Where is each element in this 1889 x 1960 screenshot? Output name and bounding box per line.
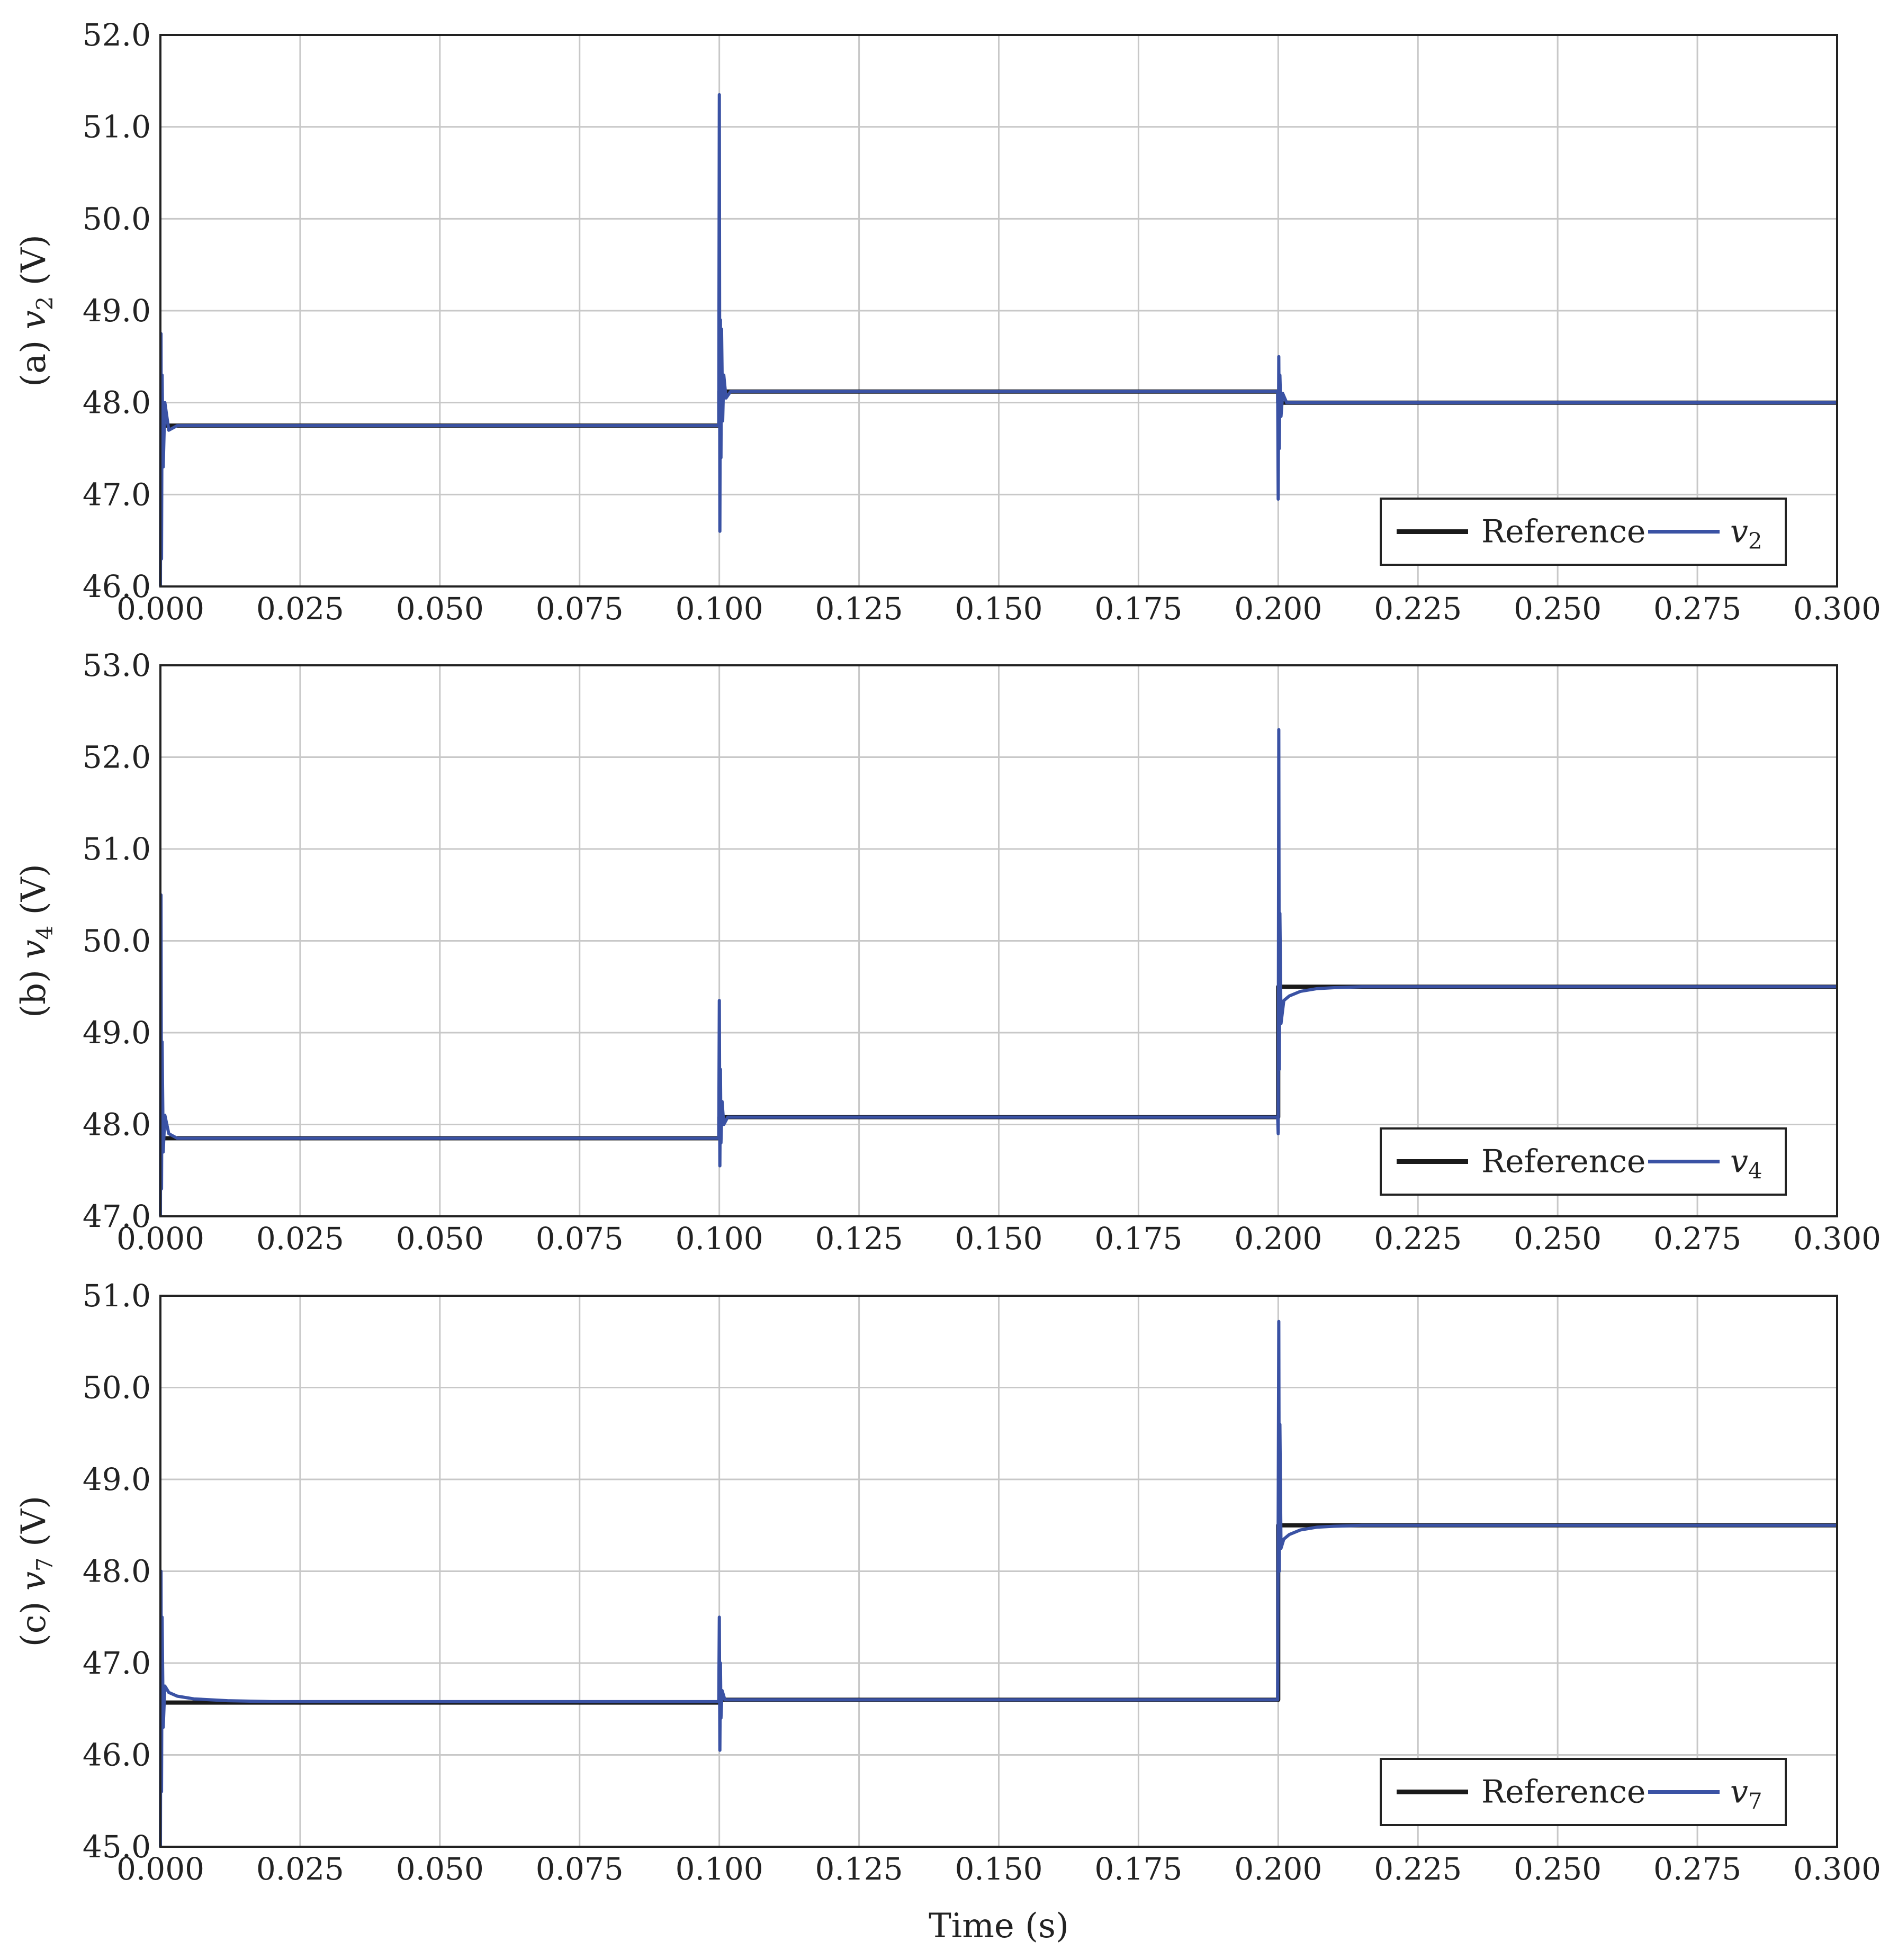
legend-label-reference: Reference (1481, 513, 1645, 550)
series-v4-line (159, 728, 1837, 1217)
y-tick-labels: 45.0 46.0 47.0 48.0 49.0 50.0 51.0 (83, 1278, 151, 1865)
legend-label-reference: Reference (1481, 1143, 1645, 1180)
x-tick-label: 0.150 (955, 591, 1042, 627)
x-tick-label: 0.000 (116, 1851, 204, 1887)
x-tick-label: 0.175 (1094, 1851, 1182, 1887)
legend: Reference v2 (1380, 498, 1787, 566)
x-tick-label: 0.175 (1094, 1221, 1182, 1257)
x-tick-label: 0.100 (676, 1851, 763, 1887)
x-tick-labels: 0.000 0.025 0.050 0.075 0.100 0.125 0.150 0.175… (116, 1221, 1881, 1257)
x-tick-label: 0.000 (116, 1221, 204, 1257)
y-tick-label: 49.0 (83, 293, 151, 329)
x-tick-label: 0.225 (1374, 1221, 1462, 1257)
x-axis-label: Time (s) (929, 1907, 1069, 1946)
panel-b: 0.000 0.025 0.050 0.075 0.100 0.125 0.150 0.175… (14, 647, 1881, 1257)
y-tick-label: 50.0 (83, 923, 151, 959)
x-tick-label: 0.075 (536, 1221, 624, 1257)
legend-label-v2: v2 (1730, 513, 1762, 554)
y-tick-label: 49.0 (83, 1461, 151, 1497)
x-tick-label: 0.275 (1653, 591, 1741, 627)
y-axis-label: (b) v4 (V) (14, 864, 58, 1018)
x-tick-label: 0.125 (815, 591, 903, 627)
y-tick-label: 52.0 (83, 739, 151, 775)
x-tick-label: 0.200 (1234, 1851, 1322, 1887)
x-tick-label: 0.300 (1793, 591, 1881, 627)
x-tick-labels: 0.000 0.025 0.050 0.075 0.100 0.125 0.150 0.175… (116, 1851, 1881, 1887)
y-tick-label: 47.0 (83, 1645, 151, 1681)
y-tick-label: 51.0 (83, 109, 151, 145)
legend-label-v4: v4 (1730, 1143, 1762, 1184)
legend-label-reference: Reference (1481, 1774, 1645, 1811)
legend: Reference v7 (1380, 1758, 1787, 1826)
x-tick-label: 0.025 (256, 591, 344, 627)
x-tick-label: 0.250 (1514, 1851, 1602, 1887)
x-tick-label: 0.225 (1374, 1851, 1462, 1887)
y-tick-label: 50.0 (83, 201, 151, 237)
y-axis-label: (c) v7 (V) (14, 1496, 58, 1647)
panel-a: 0.000 0.025 0.050 0.075 0.100 0.125 0.150 0.175… (14, 17, 1881, 627)
x-tick-label: 0.275 (1653, 1221, 1741, 1257)
x-tick-label: 0.050 (396, 1221, 484, 1257)
x-tick-label: 0.025 (256, 1851, 344, 1887)
series-v2-line (159, 93, 1837, 587)
x-tick-label: 0.250 (1514, 591, 1602, 627)
panel-c: 0.000 0.025 0.050 0.075 0.100 0.125 0.150 0.175… (14, 1278, 1881, 1887)
x-tick-label: 0.100 (676, 591, 763, 627)
x-tick-label: 0.050 (396, 591, 484, 627)
y-tick-label: 46.0 (83, 1737, 151, 1773)
y-tick-label: 49.0 (83, 1015, 151, 1051)
x-tick-label: 0.000 (116, 591, 204, 627)
y-tick-label: 51.0 (83, 1278, 151, 1314)
y-tick-labels: 47.0 48.0 49.0 50.0 51.0 52.0 53.0 (83, 647, 151, 1234)
y-tick-label: 53.0 (83, 647, 151, 683)
x-tick-label: 0.050 (396, 1851, 484, 1887)
series-layer (159, 93, 1837, 587)
series-layer (159, 728, 1837, 1217)
y-tick-label: 47.0 (83, 1198, 151, 1234)
x-tick-label: 0.125 (815, 1851, 903, 1887)
series-v7-line (159, 1320, 1837, 1847)
y-tick-label: 45.0 (83, 1829, 151, 1865)
plot-frame (159, 1295, 1838, 1848)
y-tick-label: 52.0 (83, 17, 151, 53)
y-tick-label: 51.0 (83, 831, 151, 867)
x-tick-label: 0.150 (955, 1851, 1042, 1887)
x-tick-label: 0.025 (256, 1221, 344, 1257)
x-tick-label: 0.300 (1793, 1851, 1881, 1887)
y-tick-label: 48.0 (83, 1553, 151, 1589)
x-tick-label: 0.225 (1374, 591, 1462, 627)
y-tick-label: 46.0 (83, 568, 151, 604)
y-axis-label: (a) v2 (V) (14, 234, 58, 387)
plot-frame (159, 664, 1838, 1217)
x-tick-label: 0.150 (955, 1221, 1042, 1257)
x-tick-label: 0.175 (1094, 591, 1182, 627)
x-tick-labels: 0.000 0.025 0.050 0.075 0.100 0.125 0.150 0.175… (116, 591, 1881, 627)
y-tick-label: 48.0 (83, 1107, 151, 1143)
x-tick-label: 0.075 (536, 1851, 624, 1887)
y-tick-label: 48.0 (83, 385, 151, 421)
x-tick-label: 0.250 (1514, 1221, 1602, 1257)
series-layer (159, 1320, 1837, 1847)
x-tick-label: 0.275 (1653, 1851, 1741, 1887)
x-tick-label: 0.100 (676, 1221, 763, 1257)
plot-frame (159, 34, 1838, 588)
y-tick-label: 47.0 (83, 476, 151, 512)
legend: Reference v4 (1380, 1127, 1787, 1196)
x-tick-label: 0.125 (815, 1221, 903, 1257)
y-tick-label: 50.0 (83, 1370, 151, 1406)
legend-label-v7: v7 (1730, 1774, 1762, 1814)
x-tick-label: 0.200 (1234, 591, 1322, 627)
x-tick-label: 0.200 (1234, 1221, 1322, 1257)
x-tick-label: 0.075 (536, 591, 624, 627)
x-tick-label: 0.300 (1793, 1221, 1881, 1257)
y-tick-labels: 46.0 47.0 48.0 49.0 50.0 51.0 52.0 (83, 17, 151, 604)
